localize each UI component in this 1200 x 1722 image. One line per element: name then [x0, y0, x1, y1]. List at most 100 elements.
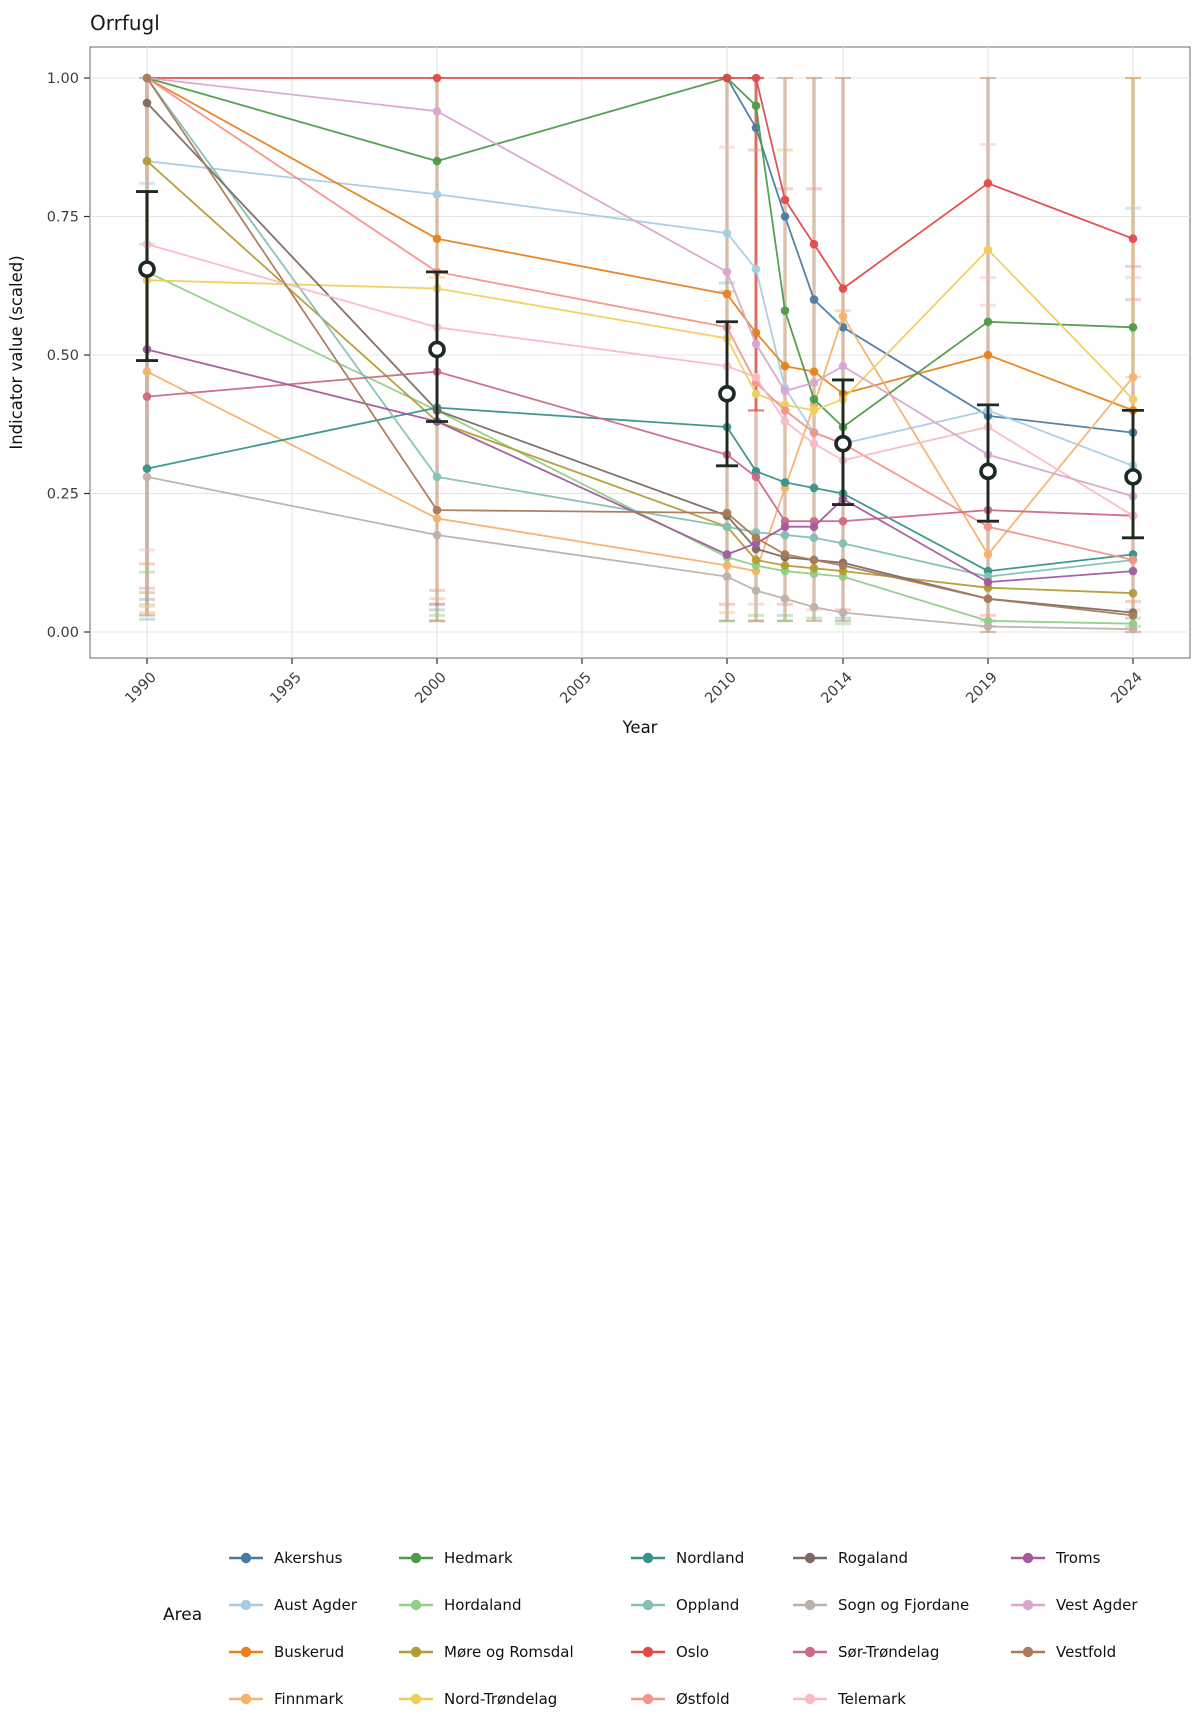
legend-marker-more-og-romsdal — [399, 1646, 433, 1657]
legend-item-telemark: Telemark — [792, 1690, 1010, 1708]
point-sogn-og-fjordane-2010 — [722, 572, 732, 581]
point-sogn-og-fjordane-2012 — [780, 594, 790, 604]
legend-marker-ostfold — [631, 1693, 665, 1704]
point-nord-trondelag-2013 — [809, 406, 819, 415]
legend-item-hordaland: Hordaland — [398, 1596, 630, 1614]
legend-marker-rogaland — [793, 1552, 827, 1563]
point-aust-agder-2010 — [722, 228, 732, 238]
point-telemark-2011 — [751, 372, 761, 382]
chart-legend: Area Akershus Aust Agder Buskerud Finnmark H… — [0, 762, 1200, 1708]
legend-item-sor-trondelag: Sør-Trøndelag — [792, 1643, 1010, 1661]
legend-item-akershus: Akershus — [228, 1549, 398, 1567]
legend-marker-sogn-og-fjordane — [793, 1599, 827, 1610]
series-nord-trondelag — [142, 245, 1138, 415]
legend-label-telemark: Telemark — [838, 1689, 906, 1708]
point-buskerud-2013 — [809, 367, 819, 376]
point-nordland-1990 — [142, 464, 152, 473]
legend-label-vestfold: Vestfold — [1056, 1642, 1117, 1661]
point-sogn-og-fjordane-2013 — [809, 602, 819, 612]
point-nord-trondelag-2024 — [1128, 395, 1138, 404]
point-sor-trondelag-1990 — [142, 392, 152, 401]
summary-point-2019 — [979, 462, 997, 481]
point-more-og-romsdal-1990 — [142, 156, 152, 166]
point-vestfold-2019 — [983, 594, 993, 604]
x-tick-label: 1995 — [267, 670, 304, 707]
point-vestfold-2013 — [809, 555, 819, 565]
legend-item-oppland: Oppland — [630, 1596, 792, 1614]
point-sogn-og-fjordane-2000 — [432, 530, 442, 540]
legend-label-akershus: Akershus — [274, 1548, 343, 1567]
x-tick-label: 2010 — [702, 670, 739, 707]
legend-marker-finnmark — [229, 1693, 263, 1704]
point-vestfold-2010 — [722, 508, 732, 518]
point-vestfold-2014 — [838, 561, 848, 570]
legend-label-aust-agder: Aust Agder — [274, 1595, 357, 1614]
point-nordland-2013 — [809, 483, 819, 493]
chart-canvas: 1.00 0.75 0.50 0.25 0.00 1990 1995 2000 2005 2010… — [7, 11, 1191, 737]
point-oslo-2011 — [751, 73, 761, 83]
point-troms-2024 — [1128, 566, 1138, 576]
chart-title: Orrfugl — [90, 11, 160, 35]
point-rogaland-1990 — [142, 98, 152, 108]
legend-marker-aust-agder — [229, 1599, 263, 1610]
legend-label-nord-trondelag: Nord-Trøndelag — [444, 1689, 558, 1708]
legend-item-sogn-og-fjordane: Sogn og Fjordane — [792, 1596, 1010, 1614]
y-tick-label: 0.00 — [47, 625, 79, 641]
legend-item-troms: Troms — [1010, 1549, 1192, 1567]
legend-label-vest-agder: Vest Agder — [1056, 1595, 1138, 1614]
point-akershus-2013 — [809, 295, 819, 304]
point-finnmark-1990 — [142, 367, 152, 376]
legend-item-vest-agder: Vest Agder — [1010, 1596, 1192, 1614]
point-oslo-2000 — [432, 73, 442, 83]
point-more-og-romsdal-2024 — [1128, 588, 1138, 598]
point-vestfold-2012 — [780, 550, 790, 559]
legend-label-finnmark: Finnmark — [274, 1689, 344, 1708]
point-aust-agder-2011 — [751, 264, 761, 274]
x-axis-label: Year — [622, 718, 658, 737]
x-tick-label: 2014 — [818, 670, 855, 707]
point-hedmark-2019 — [983, 317, 993, 327]
point-hedmark-2012 — [780, 306, 790, 315]
point-ostfold-2013 — [809, 428, 819, 437]
legend-item-nord-trondelag: Nord-Trøndelag — [398, 1690, 630, 1708]
point-finnmark-2024 — [1128, 372, 1138, 382]
point-vest-agder-2000 — [432, 106, 442, 116]
point-vestfold-2000 — [432, 505, 442, 515]
point-finnmark-2000 — [432, 514, 442, 523]
point-nord-trondelag-2011 — [751, 389, 761, 399]
legend-marker-nord-trondelag — [399, 1693, 433, 1704]
point-oslo-2014 — [838, 284, 848, 293]
point-vest-agder-2011 — [751, 339, 761, 349]
point-sogn-og-fjordane-2014 — [838, 608, 848, 617]
point-sogn-og-fjordane-1990 — [142, 472, 152, 482]
x-tick-label: 2005 — [557, 670, 594, 707]
point-oppland-2013 — [809, 533, 819, 543]
legend-label-buskerud: Buskerud — [274, 1642, 345, 1661]
point-buskerud-2000 — [432, 234, 442, 243]
point-ostfold-2012 — [780, 406, 790, 415]
legend-marker-buskerud — [229, 1646, 263, 1657]
line-chart-panel: 1.00 0.75 0.50 0.25 0.00 1990 1995 2000 2005 2010… — [0, 0, 1200, 760]
legend-title: Area — [163, 1605, 203, 1625]
point-troms-2012 — [780, 522, 790, 532]
legend-label-nordland: Nordland — [676, 1548, 745, 1567]
point-vest-agder-2014 — [838, 361, 848, 371]
summary-point-2010 — [718, 384, 736, 403]
legend-marker-oslo — [631, 1646, 665, 1657]
legend-item-buskerud: Buskerud — [228, 1643, 398, 1661]
point-buskerud-2010 — [722, 289, 732, 299]
point-hedmark-2011 — [751, 101, 761, 110]
point-ostfold-2024 — [1128, 555, 1138, 565]
point-buskerud-2019 — [983, 350, 993, 360]
legend-marker-hordaland — [399, 1599, 433, 1610]
point-vest-agder-2012 — [780, 386, 790, 396]
summary-point-2000 — [428, 340, 446, 359]
legend-label-more-og-romsdal: Møre og Romsdal — [444, 1642, 574, 1661]
point-troms-2013 — [809, 522, 819, 532]
point-oppland-2012 — [780, 530, 790, 540]
y-tick-label: 0.50 — [47, 348, 79, 364]
point-troms-2019 — [983, 577, 993, 587]
point-hedmark-2000 — [432, 156, 442, 166]
point-oslo-2010 — [722, 73, 732, 83]
x-tick-label: 2019 — [963, 670, 1000, 707]
